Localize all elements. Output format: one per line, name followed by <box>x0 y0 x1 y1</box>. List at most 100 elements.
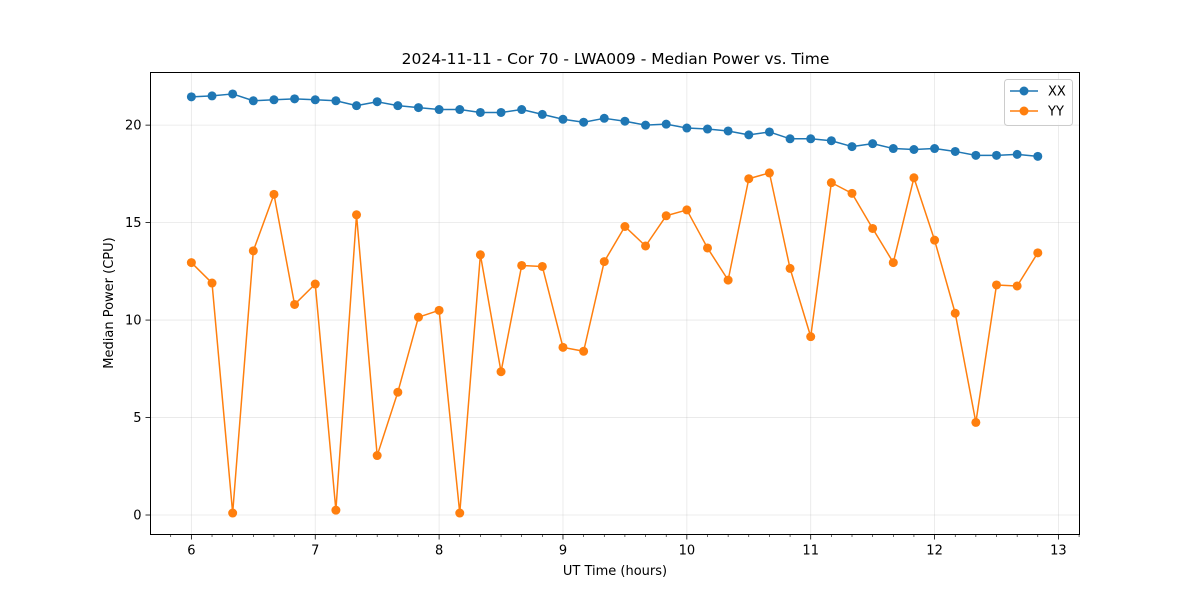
data-point-yy <box>868 223 878 233</box>
data-point-xx <box>475 107 485 117</box>
data-point-yy <box>393 387 403 397</box>
data-point-xx <box>455 105 465 115</box>
data-point-xx <box>909 145 919 154</box>
data-point-yy <box>496 367 506 377</box>
data-point-yy <box>455 508 465 518</box>
legend-label-yy: YY <box>1047 105 1064 120</box>
y-tick-label: 10 <box>125 314 142 329</box>
data-point-xx <box>269 95 279 105</box>
data-point-yy <box>641 241 651 251</box>
grid <box>150 72 1080 535</box>
data-point-xx <box>992 150 1002 160</box>
data-point-yy <box>682 205 692 215</box>
chart-title: 2024-11-11 - Cor 70 - LWA009 - Median Po… <box>402 50 830 68</box>
data-point-xx <box>207 91 217 101</box>
data-point-xx <box>290 94 300 104</box>
data-point-yy <box>950 308 960 318</box>
data-point-xx <box>496 107 506 117</box>
data-point-xx <box>248 96 258 106</box>
data-point-xx <box>930 144 940 154</box>
data-point-yy <box>290 299 300 309</box>
data-point-xx <box>950 146 960 156</box>
data-point-xx <box>599 113 609 123</box>
data-point-yy <box>930 235 940 245</box>
x-tick-label: 10 <box>679 544 696 559</box>
data-point-xx <box>764 127 774 137</box>
data-point-xx <box>971 150 981 160</box>
data-point-yy <box>826 178 836 188</box>
data-point-xx <box>517 105 527 115</box>
data-point-yy <box>744 174 754 184</box>
data-point-xx <box>186 92 196 102</box>
series-group <box>186 89 1043 518</box>
data-point-xx <box>1033 151 1043 161</box>
series-yy <box>186 168 1043 518</box>
data-point-xx <box>785 134 795 144</box>
data-point-xx <box>868 139 878 149</box>
x-tick-label: 7 <box>311 544 319 559</box>
y-tick-label: 0 <box>133 509 141 524</box>
data-point-xx <box>661 119 671 129</box>
y-axis-label: Median Power (CPU) <box>102 237 117 368</box>
data-point-xx <box>352 101 362 111</box>
data-point-xx <box>620 116 630 126</box>
data-point-xx <box>372 97 382 107</box>
data-point-yy <box>372 451 382 461</box>
data-point-yy <box>475 250 485 260</box>
x-tick-label: 9 <box>559 544 567 559</box>
data-point-xx <box>434 105 444 115</box>
data-point-yy <box>1033 248 1043 258</box>
data-point-yy <box>785 263 795 273</box>
data-point-yy <box>413 312 423 322</box>
series-line-yy <box>190 172 1039 514</box>
x-tick-label: 6 <box>187 544 195 559</box>
legend-marker-yy <box>1019 106 1029 116</box>
data-point-yy <box>269 189 279 199</box>
data-point-xx <box>806 134 816 144</box>
data-point-yy <box>992 280 1002 290</box>
data-point-yy <box>1012 281 1022 291</box>
data-point-xx <box>641 120 651 130</box>
data-point-xx <box>682 123 692 133</box>
data-point-xx <box>723 126 733 136</box>
data-point-xx <box>558 114 568 124</box>
data-point-xx <box>744 130 754 140</box>
x-tick-label: 12 <box>926 544 943 559</box>
data-point-yy <box>599 257 609 267</box>
data-point-yy <box>847 188 857 198</box>
plot-frame <box>150 72 1080 535</box>
data-point-yy <box>620 222 630 231</box>
data-point-yy <box>228 508 238 518</box>
data-point-xx <box>228 89 238 99</box>
data-point-yy <box>434 305 444 315</box>
data-point-xx <box>1012 149 1022 159</box>
data-point-yy <box>661 211 671 221</box>
data-point-yy <box>310 279 320 289</box>
data-point-xx <box>537 109 547 119</box>
data-point-yy <box>186 258 196 268</box>
data-point-yy <box>579 346 589 356</box>
data-point-yy <box>352 210 362 220</box>
data-point-xx <box>579 117 589 127</box>
legend: XX YY <box>1004 79 1073 126</box>
data-point-yy <box>723 275 733 285</box>
data-point-yy <box>971 417 981 427</box>
y-tick-label: 5 <box>133 411 141 426</box>
data-point-xx <box>847 142 857 152</box>
data-point-xx <box>826 136 836 146</box>
data-point-xx <box>702 124 712 134</box>
x-tick-label: 8 <box>435 544 443 559</box>
y-tick-label: 20 <box>125 119 142 134</box>
x-tick-label: 13 <box>1050 544 1067 559</box>
data-point-xx <box>888 144 898 154</box>
data-point-yy <box>702 243 712 253</box>
data-point-yy <box>764 168 774 178</box>
data-point-yy <box>806 332 816 342</box>
y-tick-label: 15 <box>125 216 142 231</box>
series-xx <box>186 89 1043 161</box>
x-axis: 6 7 8 9 10 11 12 13 <box>170 534 1080 559</box>
data-point-yy <box>517 260 527 270</box>
legend-label-xx: XX <box>1048 85 1066 100</box>
data-point-yy <box>558 342 568 352</box>
